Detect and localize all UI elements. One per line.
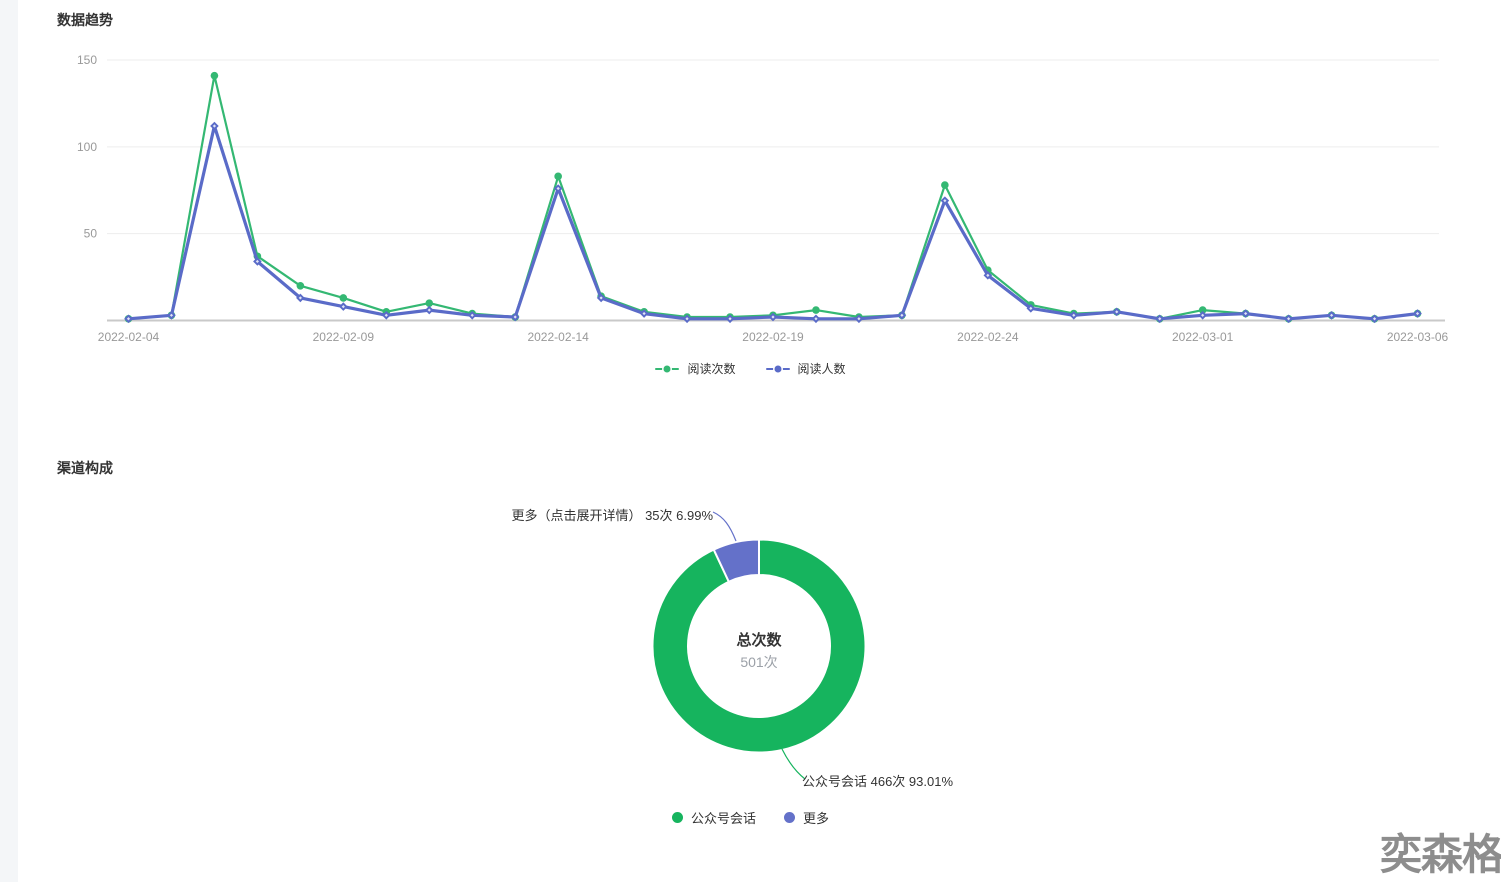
svg-text:2022-02-14: 2022-02-14 xyxy=(527,330,589,344)
svg-text:2022-02-04: 2022-02-04 xyxy=(98,330,160,344)
pie-label-conversation: 公众号会话 466次 93.01% xyxy=(802,774,954,789)
legend-item-read-count[interactable]: 阅读次数 xyxy=(655,360,736,377)
legend-label: 公众号会话 xyxy=(690,811,756,826)
line-series-marker-icon xyxy=(765,365,790,372)
marker-dot-icon xyxy=(774,365,781,372)
pie-series-dot-icon xyxy=(784,812,795,823)
channel-legend: 公众号会话 更多 xyxy=(0,808,1501,827)
line-series-marker-icon xyxy=(655,365,680,372)
svg-text:50: 50 xyxy=(84,227,98,241)
svg-text:150: 150 xyxy=(77,53,97,67)
legend-label: 更多 xyxy=(803,811,830,826)
legend-label: 阅读次数 xyxy=(687,362,736,376)
svg-text:2022-03-01: 2022-03-01 xyxy=(1172,330,1234,344)
svg-text:2022-02-19: 2022-02-19 xyxy=(742,330,804,344)
legend-item-more[interactable]: 更多 xyxy=(784,808,829,827)
svg-text:2022-02-24: 2022-02-24 xyxy=(957,330,1019,344)
pie-label-more[interactable]: 更多（点击展开详情） 35次 6.99% xyxy=(511,508,713,523)
svg-text:100: 100 xyxy=(77,140,97,154)
legend-item-conversation[interactable]: 公众号会话 xyxy=(671,808,756,827)
trend-legend: 阅读次数 阅读人数 xyxy=(0,360,1501,377)
trend-section-title: 数据趋势 xyxy=(57,12,113,28)
channel-donut-chart[interactable] xyxy=(600,498,920,798)
legend-label: 阅读人数 xyxy=(797,362,846,376)
svg-text:2022-02-09: 2022-02-09 xyxy=(313,330,375,344)
marker-dot-icon xyxy=(663,365,671,372)
donut-center-value: 501次 xyxy=(740,654,778,670)
donut-center-title: 总次数 xyxy=(736,632,782,649)
pie-series-dot-icon xyxy=(671,812,683,823)
watermark-logo: 奕森格 xyxy=(1379,831,1501,878)
svg-text:2022-03-06: 2022-03-06 xyxy=(1387,330,1449,344)
trend-line-chart[interactable]: 50 100 150 2022-02-04 2022-02-09 2022-02-14 20… xyxy=(0,0,1501,410)
legend-item-reader-count[interactable]: 阅读人数 xyxy=(765,360,846,377)
left-gutter xyxy=(0,0,18,882)
channel-section-title: 渠道构成 xyxy=(57,460,113,476)
